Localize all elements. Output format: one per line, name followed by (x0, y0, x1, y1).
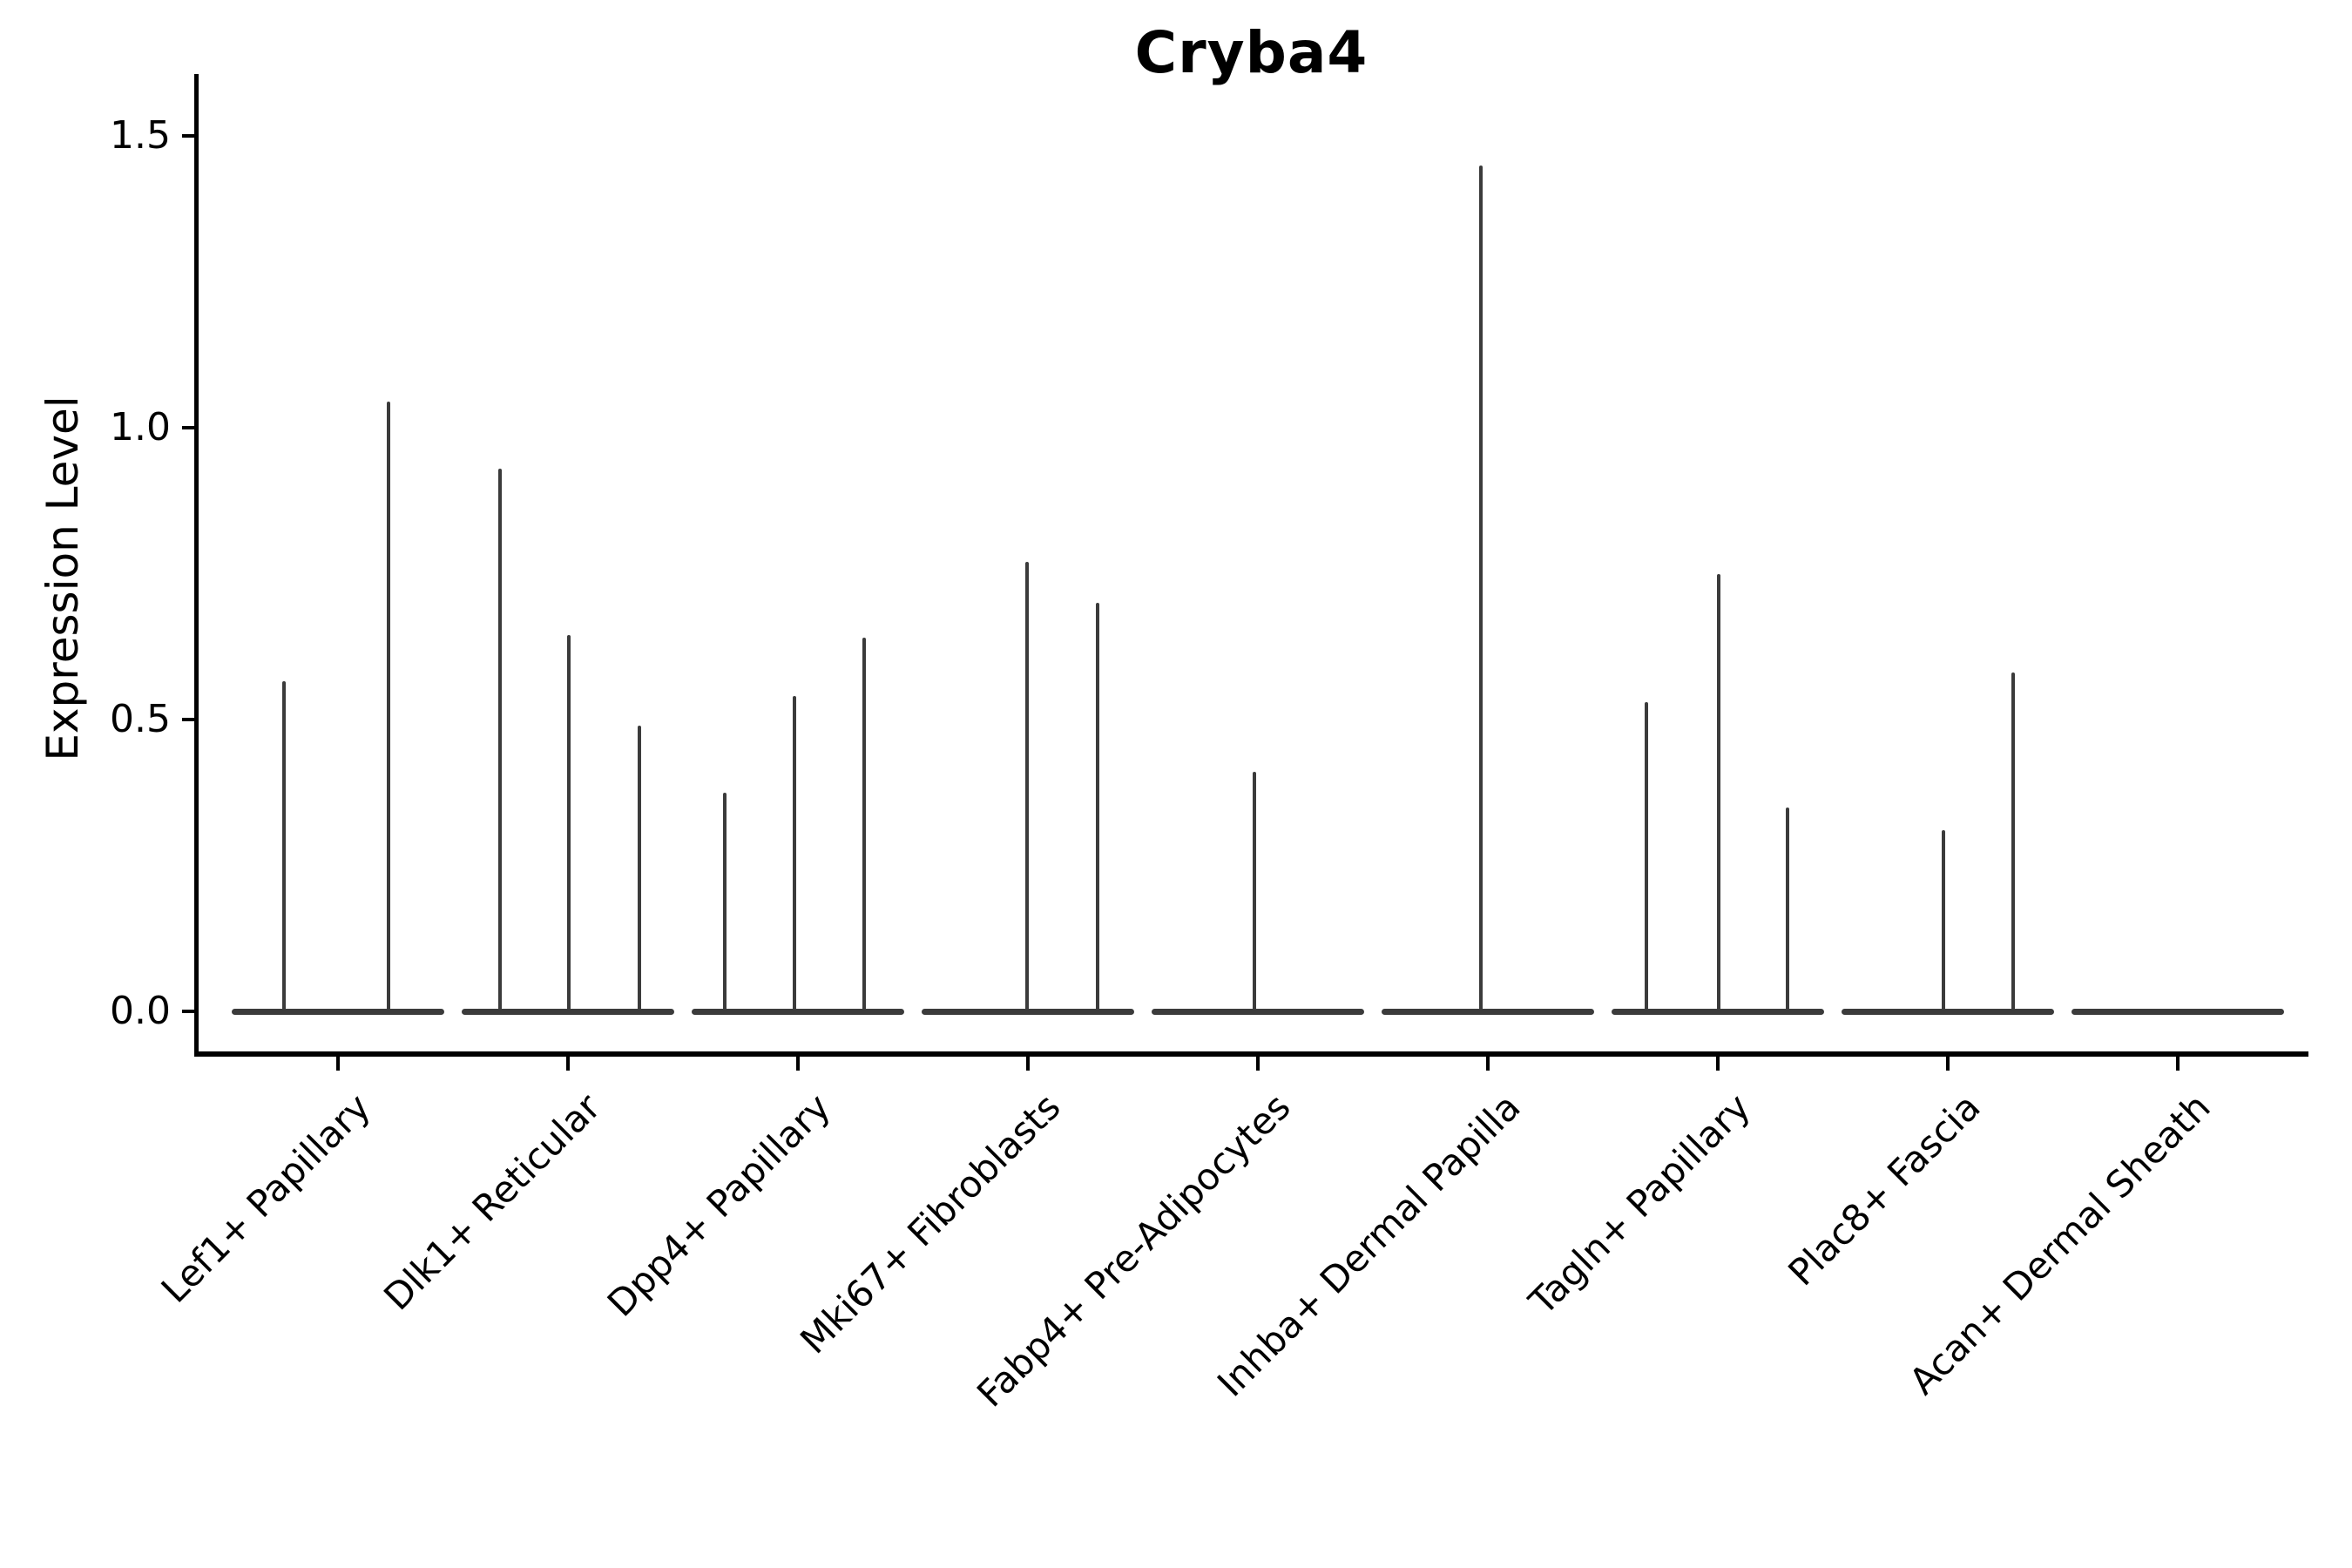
x-tick (1026, 1057, 1030, 1071)
x-tick-label: Mki67+ Fibroblasts (792, 1085, 1069, 1362)
violin-spike (793, 696, 796, 1011)
violin-spike (1942, 830, 1945, 1011)
y-tick (182, 718, 194, 721)
y-tick (182, 426, 194, 429)
violin-spike (1786, 807, 1789, 1011)
violin-spike (2011, 672, 2015, 1011)
x-tick (2176, 1057, 2180, 1071)
violin-baseline (1612, 1008, 1824, 1015)
violin-baseline (1382, 1008, 1594, 1015)
x-tick (796, 1057, 800, 1071)
x-tick (336, 1057, 340, 1071)
violin-baseline (922, 1008, 1134, 1015)
violin-spike (1645, 701, 1648, 1011)
y-tick-label: 0.5 (110, 697, 171, 741)
violin-spike (387, 401, 390, 1011)
violin-baseline (462, 1008, 674, 1015)
x-tick-label: Inhba+ Dermal Papilla (1208, 1085, 1529, 1405)
x-tick (1716, 1057, 1720, 1071)
y-axis-spine (194, 74, 199, 1057)
x-tick (1946, 1057, 1950, 1071)
x-tick-label: Dlk1+ Reticular (375, 1085, 609, 1319)
y-tick-label: 1.0 (110, 405, 171, 449)
violin-spike (567, 634, 571, 1011)
x-tick-label: Tagln+ Papillary (1520, 1085, 1759, 1323)
violin-spike (638, 725, 641, 1011)
chart-title: Cryba4 (1134, 19, 1369, 86)
y-tick (182, 134, 194, 138)
x-tick (566, 1057, 570, 1071)
x-axis-spine (194, 1051, 2308, 1057)
violin-spike (1717, 573, 1720, 1011)
violin-spike (282, 681, 286, 1011)
violin-baseline (1842, 1008, 2054, 1015)
y-tick (182, 1010, 194, 1013)
violin-baseline (1152, 1008, 1364, 1015)
violin-baseline (2072, 1008, 2284, 1015)
y-tick-label: 1.5 (110, 113, 171, 158)
violin-baseline (692, 1008, 904, 1015)
y-axis-title: Expression Level (37, 395, 88, 761)
violin-spike (1253, 772, 1256, 1011)
violin-spike (723, 792, 727, 1011)
violin-spike (862, 638, 866, 1011)
violin-spike (498, 468, 502, 1011)
x-tick-label: Acan+ Dermal Sheath (1901, 1085, 2219, 1403)
x-tick-label: Lef1+ Papillary (152, 1085, 379, 1311)
violin-spike (1096, 603, 1099, 1011)
violin-spike (1025, 562, 1029, 1011)
x-tick (1486, 1057, 1490, 1071)
x-tick-label: Fabp4+ Pre-Adipocytes (969, 1085, 1299, 1416)
y-tick-label: 0.0 (110, 989, 171, 1033)
x-tick-label: Dpp4+ Papillary (598, 1085, 839, 1325)
x-tick-label: Plac8+ Fascia (1780, 1085, 1989, 1294)
violin-spike (1479, 165, 1483, 1011)
violin-baseline (232, 1008, 444, 1015)
x-tick (1256, 1057, 1260, 1071)
